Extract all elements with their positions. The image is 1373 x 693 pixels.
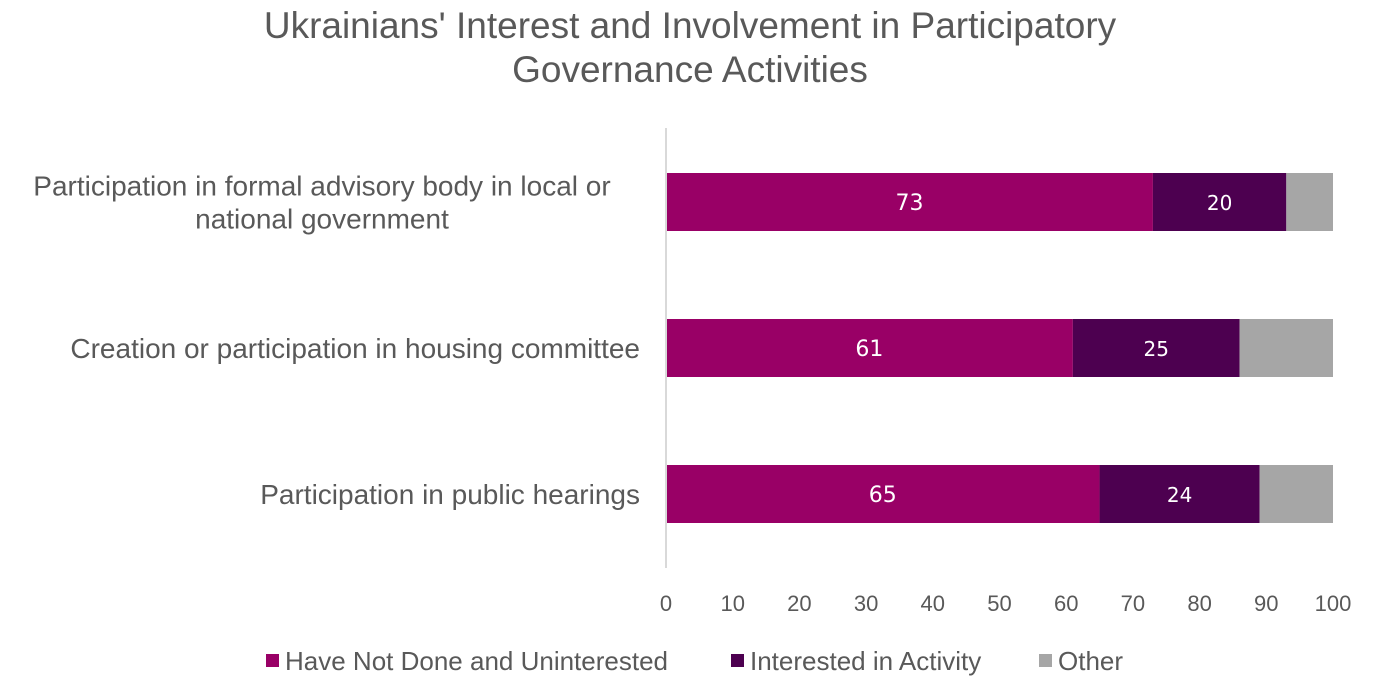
legend-swatch <box>266 654 279 667</box>
category-label: Participation in public hearings <box>260 479 640 510</box>
chart-title: Ukrainians' Interest and Involvement in … <box>264 5 1117 90</box>
bar-segment <box>666 319 1073 377</box>
data-label: 24 <box>1167 483 1192 507</box>
x-tick-label: 100 <box>1315 591 1352 616</box>
bar-segment <box>1259 465 1333 523</box>
legend-label: Have Not Done and Uninterested <box>285 646 668 676</box>
chart-title-line: Ukrainians' Interest and Involvement in … <box>264 5 1117 46</box>
bar-segment <box>666 465 1100 523</box>
bar-segment <box>1286 173 1333 231</box>
bar-segment <box>1152 173 1287 231</box>
x-tick-label: 40 <box>921 591 945 616</box>
category-label: Participation in formal advisory body in… <box>33 171 610 202</box>
legend: Have Not Done and Uninterested Interested… <box>266 646 1123 676</box>
bar-segment <box>1099 465 1260 523</box>
chart-title-line: Governance Activities <box>512 49 868 90</box>
data-label: 65 <box>869 483 897 508</box>
category-labels: Participation in formal advisory body in… <box>33 171 640 511</box>
data-labels: 73 20 61 25 65 24 <box>855 191 1232 508</box>
bar-segment <box>1072 319 1240 377</box>
legend-label: Interested in Activity <box>750 646 981 676</box>
x-tick-label: 90 <box>1254 591 1278 616</box>
x-tick-label: 80 <box>1187 591 1211 616</box>
x-tick-label: 20 <box>787 591 811 616</box>
data-label: 20 <box>1207 191 1232 215</box>
bar-segment <box>666 173 1153 231</box>
bars <box>666 173 1333 523</box>
data-label: 25 <box>1144 337 1169 361</box>
legend-swatch <box>731 654 744 667</box>
x-tick-label: 10 <box>720 591 744 616</box>
category-label: national government <box>195 204 449 235</box>
x-tick-label: 70 <box>1121 591 1145 616</box>
x-tick-label: 50 <box>987 591 1011 616</box>
x-tick-label: 0 <box>660 591 672 616</box>
legend-label: Other <box>1058 646 1123 676</box>
data-label: 61 <box>855 337 883 362</box>
category-label: Creation or participation in housing com… <box>70 333 640 364</box>
data-label: 73 <box>895 191 923 216</box>
x-tick-labels: 0 10 20 30 40 50 60 70 80 90 100 <box>660 591 1351 616</box>
bar-segment <box>1239 319 1333 377</box>
legend-swatch <box>1039 654 1052 667</box>
x-tick-label: 60 <box>1054 591 1078 616</box>
x-tick-label: 30 <box>854 591 878 616</box>
